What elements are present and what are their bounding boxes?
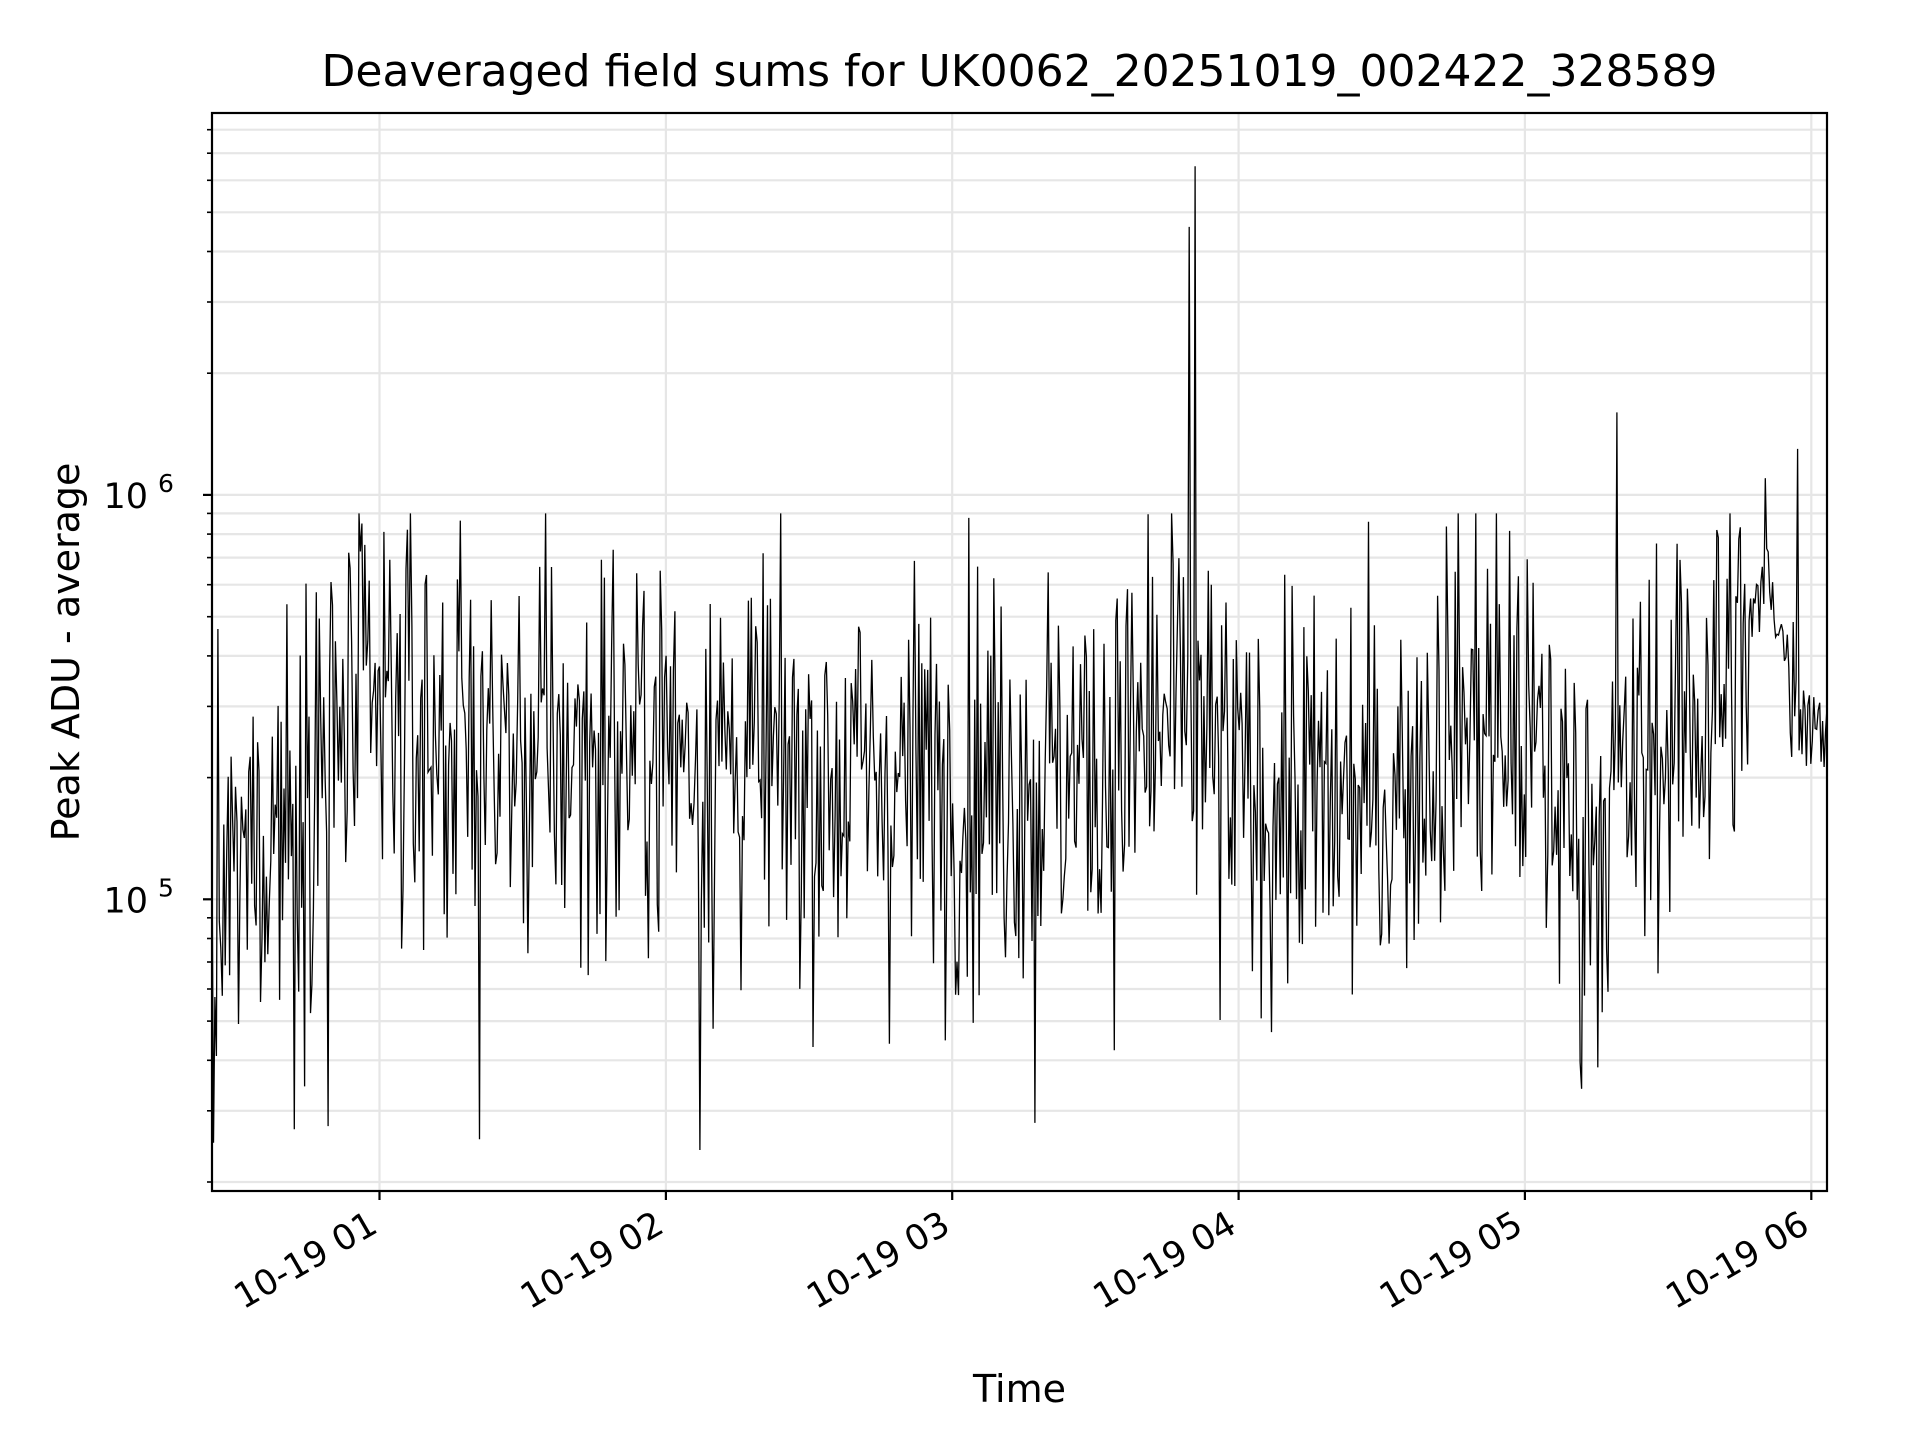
y-tick-exponent: 5: [158, 873, 174, 902]
x-axis-label: Time: [972, 1367, 1066, 1411]
chart-title: Deaveraged field sums for UK0062_2025101…: [322, 46, 1718, 97]
y-tick-label: 10: [103, 477, 148, 517]
plot-frame: [210, 111, 1829, 1193]
series-line: [212, 166, 1827, 1151]
y-tick-label: 10: [103, 881, 148, 921]
series-layer: [212, 166, 1827, 1151]
y-tick-exponent: 6: [158, 469, 174, 498]
y-axis-label: Peak ADU - average: [44, 463, 88, 842]
